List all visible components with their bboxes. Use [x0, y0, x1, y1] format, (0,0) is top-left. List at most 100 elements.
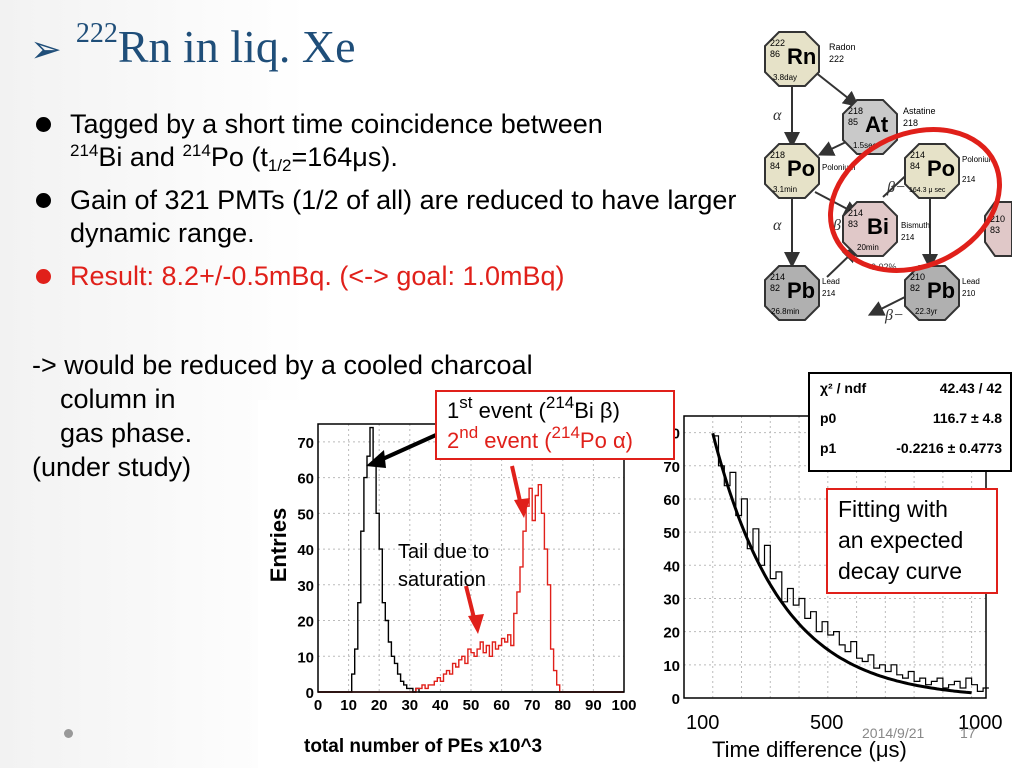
first-event-label: 1st event (214Bi β) — [447, 393, 620, 423]
element-symbol: At — [865, 112, 889, 137]
atomic-number: 82 — [770, 283, 780, 293]
x-axis-label: total number of PEs x10^3 — [304, 736, 542, 757]
y-tick-label: 40 — [297, 542, 314, 559]
nuclide-pb210: 210 82 Pb 22.3yr Lead 210 — [904, 265, 980, 321]
beta-minus-label: β− — [884, 307, 904, 324]
bullet-text: Bi and — [98, 142, 183, 172]
first-event-arrow-head — [366, 450, 386, 468]
element-mass: 214 — [962, 175, 976, 184]
element-mass: 210 — [962, 289, 976, 298]
histogram-series — [712, 435, 989, 692]
slide-title: ➢ 222Rn in liq. Xe — [30, 18, 356, 73]
half-life: 20min — [857, 243, 879, 252]
mass-number: 222 — [770, 38, 785, 48]
fit-curve — [711, 432, 972, 695]
nuclide-rn222: 222 86 Rn 3.8day Radon 222 — [764, 31, 856, 87]
note-line: column in — [60, 384, 176, 414]
tail-annotation: Tail due to saturation — [398, 538, 528, 594]
fit-callout-line: decay curve — [838, 558, 963, 584]
element-symbol: Bi — [867, 214, 889, 239]
y-tick-label: 50 — [297, 506, 314, 523]
half-life: 3.8day — [773, 73, 797, 82]
nuclide-partial: 210 83 — [984, 201, 1012, 257]
fit-value: 42.43 / 42 — [939, 380, 1002, 396]
bullet-text: Result: 8.2+/-0.5mBq. (<-> goal: 1.0mBq) — [70, 261, 565, 291]
y-tick-label: 0 — [306, 685, 314, 702]
element-mass: 214 — [822, 289, 836, 298]
note-line: gas phase. — [60, 418, 193, 448]
isotope-mass: 214 — [182, 141, 211, 160]
atomic-number: 85 — [848, 117, 858, 127]
fit-callout-line: Fitting with — [838, 496, 948, 522]
slide-indicator-icon[interactable] — [64, 729, 73, 738]
series-group — [712, 435, 989, 692]
x-tick-label: 50 — [463, 697, 480, 714]
charcoal-note: -> would be reduced by a cooled charcoal… — [32, 348, 533, 484]
note-line: -> would be reduced by a cooled charcoal — [32, 350, 533, 380]
bullet-text: Po (t — [210, 142, 268, 172]
bullet-dot-icon — [36, 193, 51, 208]
x-axis-label: Time difference (μs) — [712, 737, 907, 762]
mass-number: 210 — [910, 272, 925, 282]
mass-number: 214 — [910, 150, 925, 160]
y-tick-label: 30 — [297, 578, 314, 595]
event-callout: 1st event (214Bi β) 2nd event (214Po α) — [435, 390, 675, 460]
element-name: Bismuth — [901, 221, 930, 230]
element-symbol: Po — [787, 156, 815, 181]
y-axis-label: Entries — [266, 508, 291, 583]
y-tick-label: 20 — [297, 614, 314, 631]
bullet-item-2: Gain of 321 PMTs (1/2 of all) are reduce… — [36, 184, 756, 250]
bullet-item-3: Result: 8.2+/-0.5mBq. (<-> goal: 1.0mBq) — [36, 260, 756, 293]
y-tick-label: 60 — [297, 471, 314, 488]
element-mass: 222 — [829, 54, 844, 64]
fit-key: χ² / ndf — [820, 380, 867, 396]
note-line: (under study) — [32, 452, 192, 482]
tail-line: saturation — [398, 569, 486, 591]
half-life: 164.3 μ sec — [909, 187, 946, 194]
x-ticks: 0 10 20 30 40 50 60 70 80 90 100 — [314, 697, 637, 714]
bullet-dot-icon — [36, 117, 51, 132]
tail-line: Tail due to — [398, 541, 490, 563]
x-tick-label: 1000 — [958, 712, 1003, 734]
atomic-number: 82 — [910, 283, 920, 293]
element-symbol: Po — [927, 156, 955, 181]
atomic-number: 83 — [848, 219, 858, 229]
y-tick-label: 20 — [663, 625, 680, 642]
isotope-mass: 214 — [70, 141, 99, 160]
fit-row-p0: p0 116.7 ± 4.8 — [820, 410, 1002, 434]
x-tick-label: 60 — [493, 697, 510, 714]
title-text: Rn in liq. Xe — [117, 21, 356, 72]
element-name: Polonium — [962, 155, 996, 164]
tail-arrow-head — [468, 614, 484, 634]
element-symbol: Pb — [927, 278, 955, 303]
y-tick-label: 40 — [663, 558, 680, 575]
mass-number: 210 — [990, 214, 1005, 224]
x-tick-label: 0 — [314, 697, 322, 714]
fit-key: p1 — [820, 440, 837, 456]
atomic-number: 83 — [990, 225, 1000, 235]
fit-key: p0 — [820, 410, 837, 426]
alpha-label: α — [773, 107, 782, 124]
half-life: 1.5sec — [853, 141, 877, 150]
second-event-arrow-head — [514, 498, 530, 518]
bullet-item-1: Tagged by a short time coincidence betwe… — [36, 108, 756, 174]
y-tick-label: 10 — [663, 658, 680, 675]
element-mass: 218 — [903, 118, 918, 128]
y-tick-label: 50 — [663, 525, 680, 542]
mass-number: 214 — [770, 272, 785, 282]
footer-page-number: 17 — [960, 725, 976, 741]
bullet-text: Tagged by a short time coincidence betwe… — [70, 109, 603, 139]
fit-row-p1: p1 -0.2216 ± 0.4773 — [820, 440, 1002, 464]
nuclide-po214: 214 84 Po 164.3 μ sec Polonium 214 — [904, 143, 996, 199]
element-name: Polonium — [822, 163, 856, 172]
fit-row-chi2: χ² / ndf 42.43 / 42 — [820, 380, 1002, 404]
x-tick-label: 40 — [432, 697, 449, 714]
mass-number: 218 — [848, 106, 863, 116]
element-name: Lead — [962, 277, 980, 286]
title-arrow-icon: ➢ — [30, 29, 62, 71]
atomic-number: 84 — [910, 161, 920, 171]
branch-ratio-label: 0.02% — [871, 262, 897, 272]
decay-chain-diagram: α α β β− α β− 0.02% 222 86 Rn 3.8day Rad… — [755, 22, 1012, 328]
element-name: Lead — [822, 277, 840, 286]
